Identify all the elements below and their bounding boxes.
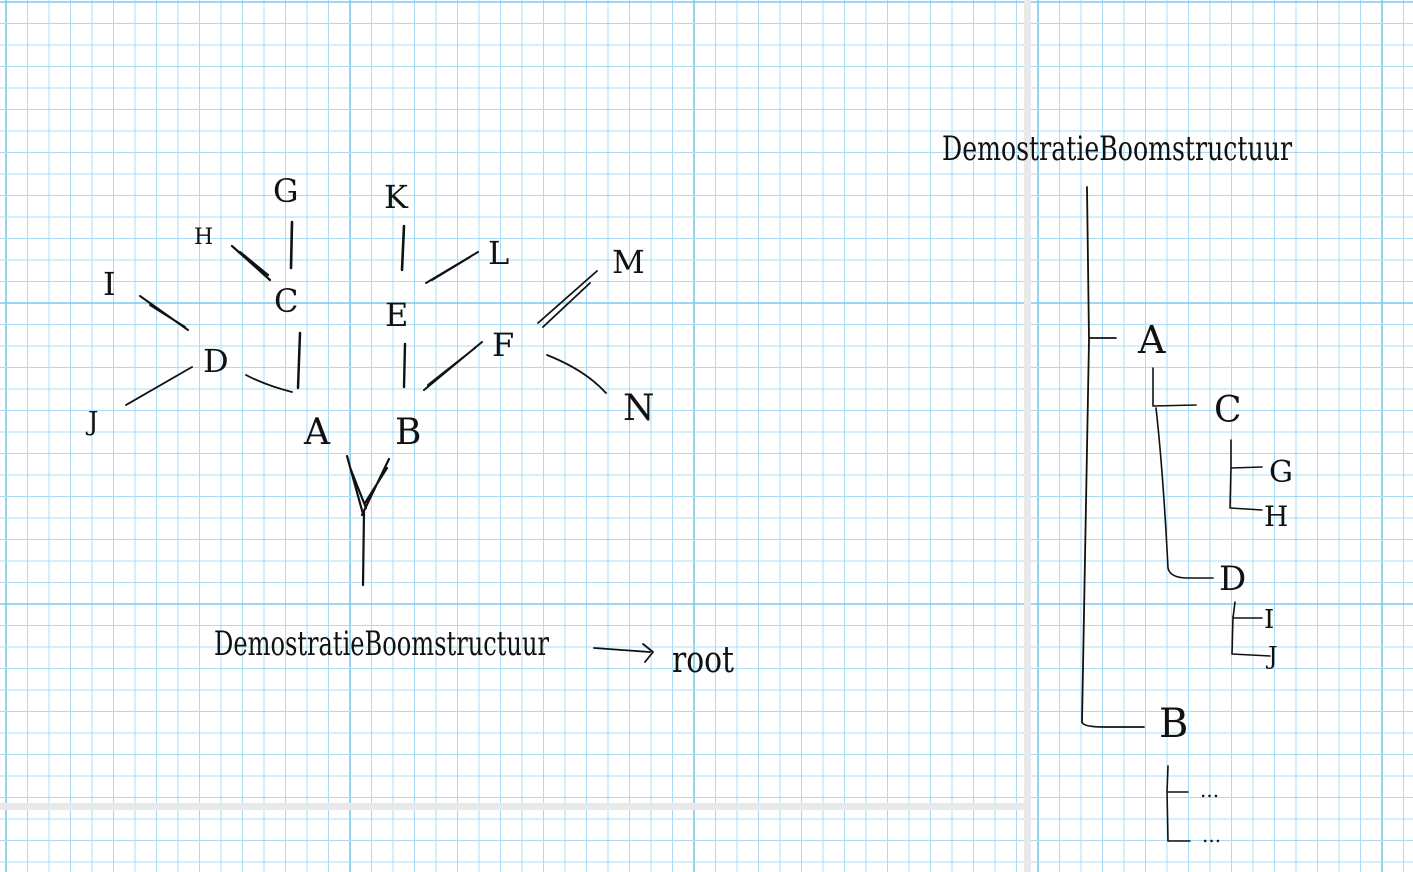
node-f: F — [492, 326, 514, 364]
outline-view: DemostratieBoomstructuur A C G H D I J B… — [942, 129, 1293, 847]
tree-caption: DemostratieBoomstructuur — [214, 624, 550, 664]
outline-item-h: H — [1264, 500, 1288, 533]
edge-f-n — [546, 354, 607, 394]
outline-item-ellipsis-1: ... — [1200, 778, 1219, 802]
node-l: L — [488, 234, 509, 272]
node-m: M — [612, 243, 645, 281]
outline-spine-level-1 — [1081, 186, 1145, 728]
page-edge-vertical — [1024, 0, 1031, 872]
node-e: E — [385, 296, 408, 334]
edge-b-e — [402, 342, 407, 389]
outline-item-d: D — [1219, 559, 1246, 599]
outline-item-ellipsis-2: ... — [1202, 823, 1221, 847]
root-label: root — [672, 640, 734, 681]
edge-d-j — [125, 366, 193, 406]
outline-item-g: G — [1269, 455, 1293, 490]
outline-item-c: C — [1214, 390, 1242, 431]
node-k: K — [384, 178, 409, 216]
outline-item-b: B — [1159, 701, 1188, 747]
outline-title: DemostratieBoomstructuur — [942, 129, 1293, 169]
edge-b-f — [423, 341, 483, 391]
tree-diagram: A B C D E F G H I J K L M N DemostratieB… — [85, 172, 734, 681]
edge-f-m — [537, 270, 598, 328]
edge-c-h — [230, 244, 272, 282]
outline-item-j: J — [1265, 642, 1278, 670]
outline-item-i: I — [1264, 605, 1274, 635]
outline-spine-d — [1231, 601, 1271, 657]
node-n: N — [623, 388, 655, 429]
node-h: H — [194, 225, 213, 250]
edge-c-g — [289, 220, 294, 270]
edge-a-c — [296, 331, 302, 390]
outline-spine-a — [1152, 367, 1214, 579]
node-c: C — [274, 282, 298, 320]
node-b: B — [395, 412, 421, 453]
root-arrow — [593, 643, 654, 663]
outline-spine-c — [1229, 439, 1263, 511]
edge-d-i — [139, 295, 189, 331]
edge-e-k — [400, 224, 406, 272]
node-g: G — [273, 172, 299, 210]
node-a: A — [303, 412, 331, 453]
node-j: J — [85, 407, 98, 437]
page-edge-horizontal — [0, 803, 1027, 810]
outline-item-a: A — [1137, 318, 1166, 362]
node-d: D — [203, 342, 229, 380]
tree-trunk — [345, 454, 391, 587]
edge-e-l — [425, 251, 479, 284]
outline-spine-b — [1166, 765, 1191, 842]
node-i: I — [103, 265, 116, 303]
edge-a-d — [245, 374, 293, 393]
